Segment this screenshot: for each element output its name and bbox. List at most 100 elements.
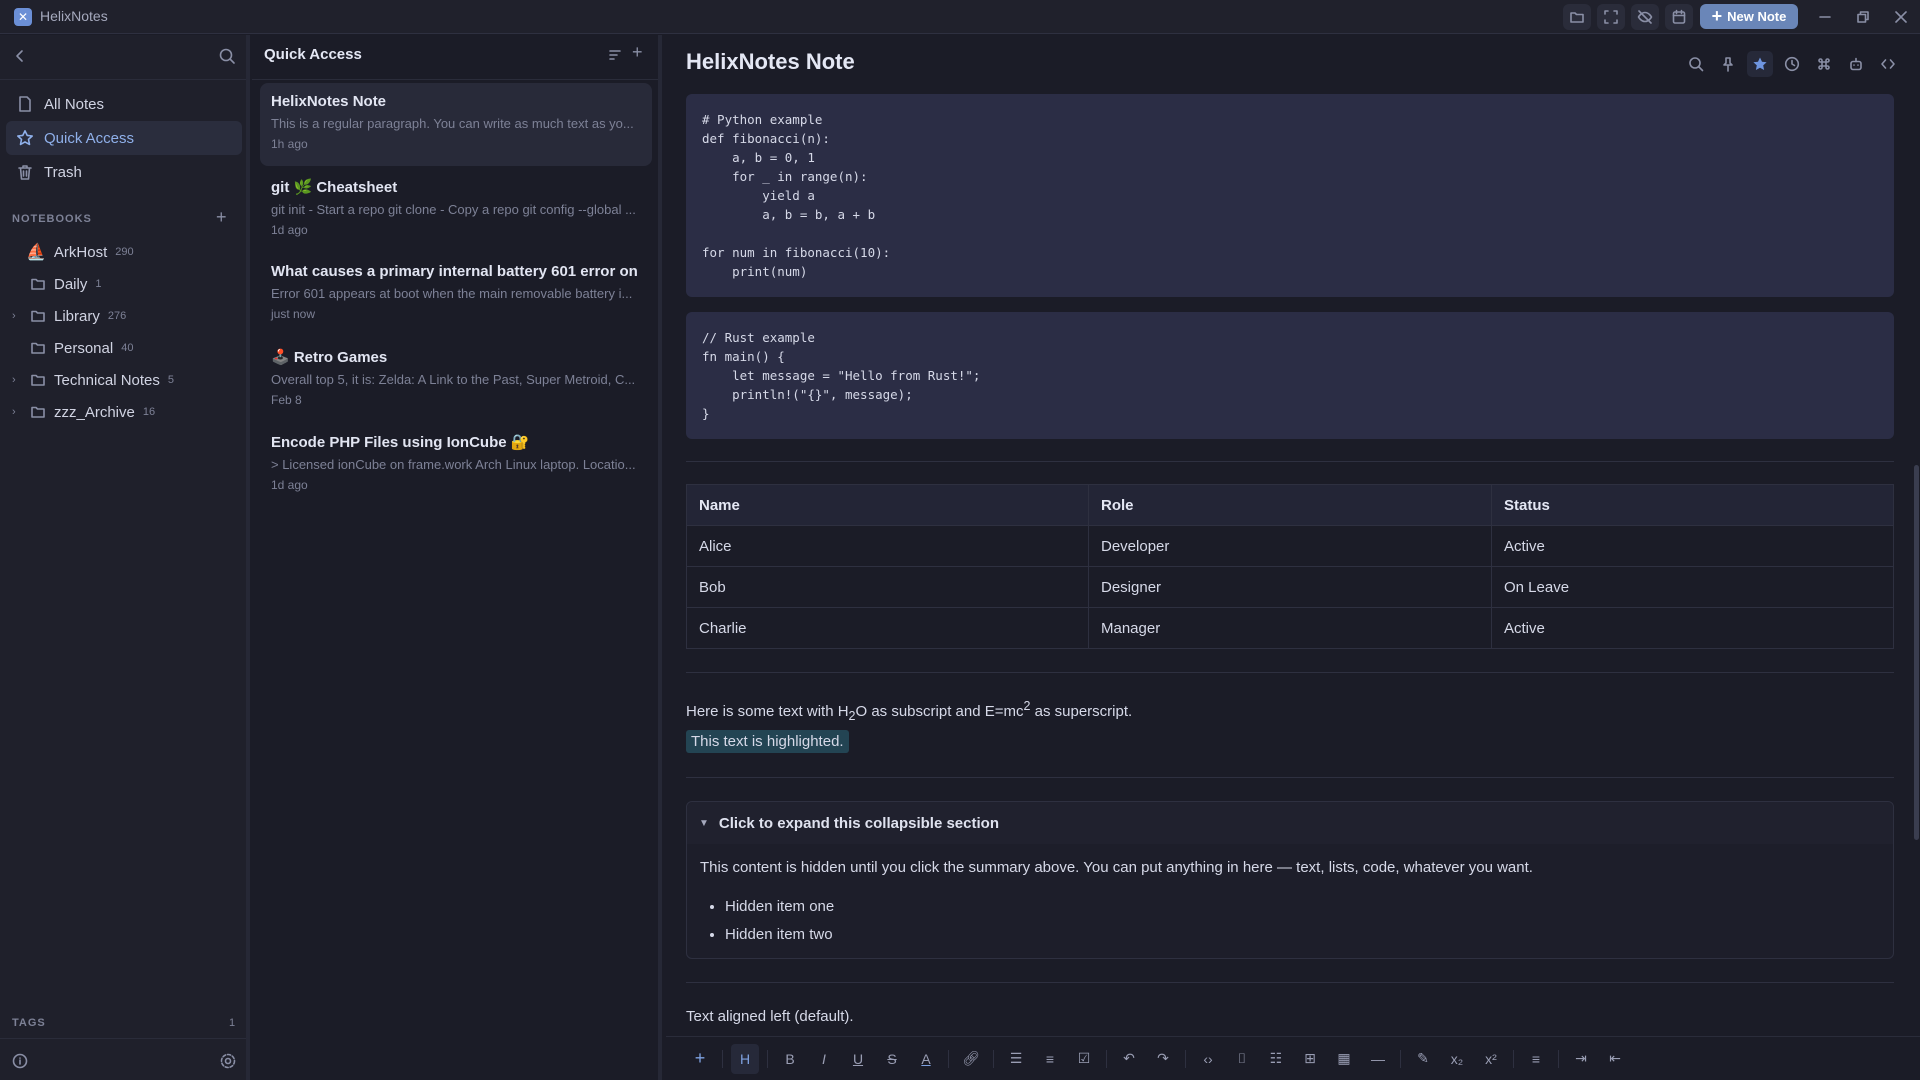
outdent-button[interactable]: ⇤ — [1601, 1044, 1629, 1074]
align-button[interactable]: ≡ — [1522, 1044, 1550, 1074]
hidden-list: Hidden item one Hidden item two — [725, 893, 834, 949]
pin-button[interactable] — [1715, 51, 1741, 77]
note-list-item[interactable]: Encode PHP Files using IonCube 🔐 > Licens… — [260, 423, 652, 506]
redo-icon: ↷ — [1157, 1050, 1169, 1066]
clock-button[interactable] — [1779, 51, 1805, 77]
title-bar: ✕ HelixNotes + New Note — [0, 0, 1920, 34]
folder-button[interactable] — [1563, 4, 1591, 30]
bold-button[interactable]: B — [776, 1044, 804, 1074]
code-button[interactable] — [1875, 51, 1901, 77]
robot-button[interactable] — [1843, 51, 1869, 77]
table-cell[interactable]: Manager — [1088, 607, 1492, 649]
close-button[interactable] — [1892, 8, 1910, 26]
table-row: Charlie Manager Active — [686, 607, 1894, 649]
notebook-item[interactable]: › Library 276 — [12, 307, 127, 325]
redo-button[interactable]: ↷ — [1149, 1044, 1177, 1074]
collapse-sidebar-button[interactable] — [14, 49, 26, 63]
subscript-button[interactable]: x₂ — [1443, 1044, 1471, 1074]
note-list-item[interactable]: What causes a primary internal battery 6… — [260, 253, 652, 336]
add-button[interactable]: + — [686, 1044, 714, 1074]
add-icon: + — [694, 1048, 706, 1068]
table-cell[interactable]: Active — [1491, 525, 1894, 567]
code-block-python[interactable]: # Python example def fibonacci(n): a, b … — [686, 94, 1894, 297]
toolbar-separator — [1106, 1049, 1107, 1068]
restore-icon — [1857, 11, 1869, 23]
toolbar-separator — [722, 1049, 723, 1068]
sidebar-item-all-notes[interactable]: All Notes — [6, 87, 242, 121]
plus-icon: + — [216, 207, 227, 227]
add-notebook-button[interactable]: + — [216, 207, 227, 228]
notebook-item[interactable]: › zzz_Archive 16 — [12, 403, 156, 421]
hide-button[interactable] — [1631, 4, 1659, 30]
settings-button[interactable] — [219, 1052, 237, 1070]
notebooks-label: NOTEBOOKS — [12, 213, 92, 225]
italic-button[interactable]: I — [810, 1044, 838, 1074]
minimize-button[interactable] — [1816, 8, 1834, 26]
scrollbar[interactable] — [1914, 465, 1919, 840]
indent-button[interactable]: ⇥ — [1567, 1044, 1595, 1074]
notebook-item[interactable]: › Technical Notes 5 — [12, 371, 175, 389]
table-cell[interactable]: Developer — [1088, 525, 1492, 567]
table-cell[interactable]: Alice — [686, 525, 1089, 567]
link-button[interactable]: 🔗︎ — [957, 1044, 985, 1074]
undo-button[interactable]: ↶ — [1115, 1044, 1143, 1074]
note-list-item[interactable]: HelixNotes Note This is a regular paragra… — [260, 83, 652, 166]
chevron-right-icon[interactable]: › — [12, 310, 16, 322]
list-item: Hidden item two — [725, 921, 834, 949]
sidebar-item-quick-access[interactable]: Quick Access — [6, 121, 242, 155]
fullscreen-button[interactable] — [1597, 4, 1625, 30]
command-button[interactable] — [1811, 51, 1837, 77]
sidebar-item-trash[interactable]: Trash — [6, 155, 242, 189]
app-title: HelixNotes — [40, 8, 108, 24]
gear-icon — [220, 1053, 236, 1069]
table-cell[interactable]: Bob — [686, 566, 1089, 608]
ordered-list-button[interactable]: ≡ — [1036, 1044, 1064, 1074]
note-list-item[interactable]: git 🌿 Cheatsheet git init - Start a repo … — [260, 168, 652, 251]
inline-code-button[interactable]: ‹› — [1194, 1044, 1222, 1074]
chevron-right-icon[interactable]: › — [12, 406, 16, 418]
list-item: Hidden item one — [725, 893, 834, 921]
search-button[interactable] — [218, 47, 236, 65]
star-button[interactable] — [1747, 51, 1773, 77]
note-list-item[interactable]: 🕹️ Retro Games Overall top 5, it is: Zeld… — [260, 338, 652, 421]
horizontal-rule-button[interactable]: — — [1364, 1044, 1392, 1074]
new-note-button[interactable]: + New Note — [1700, 4, 1798, 29]
note-date: 1d ago — [271, 478, 308, 492]
search-button[interactable] — [1683, 51, 1709, 77]
info-button[interactable] — [12, 1053, 28, 1069]
star-icon — [1753, 57, 1767, 70]
note-title[interactable]: HelixNotes Note — [686, 49, 855, 74]
restore-button[interactable] — [1854, 8, 1872, 26]
code-block-rust[interactable]: // Rust example fn main() { let message … — [686, 312, 1894, 439]
task-list-button[interactable]: ☑ — [1070, 1044, 1098, 1074]
chevron-right-icon[interactable]: › — [12, 374, 16, 386]
table-cell[interactable]: On Leave — [1491, 566, 1894, 608]
strikethrough-button[interactable]: S — [878, 1044, 906, 1074]
notebook-item[interactable]: Personal 40 — [12, 332, 242, 364]
superscript-button[interactable]: x² — [1477, 1044, 1505, 1074]
italic-icon: I — [822, 1050, 826, 1067]
add-note-button[interactable]: + — [632, 42, 643, 63]
link-icon: 🔗︎ — [962, 1050, 980, 1066]
insert-block-button[interactable]: ⊞ — [1296, 1044, 1324, 1074]
text-color-button[interactable]: A — [912, 1044, 940, 1074]
sort-button[interactable] — [608, 48, 622, 62]
heading-button[interactable]: H — [731, 1043, 759, 1074]
notebook-item[interactable]: Daily 1 — [12, 268, 242, 300]
code-block-button[interactable]: ⌷ — [1228, 1044, 1256, 1074]
note-list-panel: Quick Access + HelixNotes Note This is a … — [252, 35, 662, 1080]
underline-button[interactable]: U — [844, 1044, 872, 1074]
table-cell[interactable]: Active — [1491, 607, 1894, 649]
highlighted-text: This text is highlighted. — [686, 730, 849, 753]
table-cell[interactable]: Designer — [1088, 566, 1492, 608]
bullet-list-button[interactable]: ☰ — [1002, 1044, 1030, 1074]
highlight-button[interactable]: ✎ — [1409, 1044, 1437, 1074]
table-cell[interactable]: Charlie — [686, 607, 1089, 649]
collapsible-summary[interactable]: ▼ Click to expand this collapsible sectio… — [687, 802, 1893, 844]
notebook-item[interactable]: ⛵ ArkHost 290 — [26, 243, 134, 262]
calendar-button[interactable] — [1665, 4, 1693, 30]
sort-icon — [609, 50, 621, 60]
table-button[interactable]: ▦ — [1330, 1044, 1358, 1074]
outline-button[interactable]: ☷ — [1262, 1044, 1290, 1074]
folder-icon — [1570, 12, 1584, 23]
